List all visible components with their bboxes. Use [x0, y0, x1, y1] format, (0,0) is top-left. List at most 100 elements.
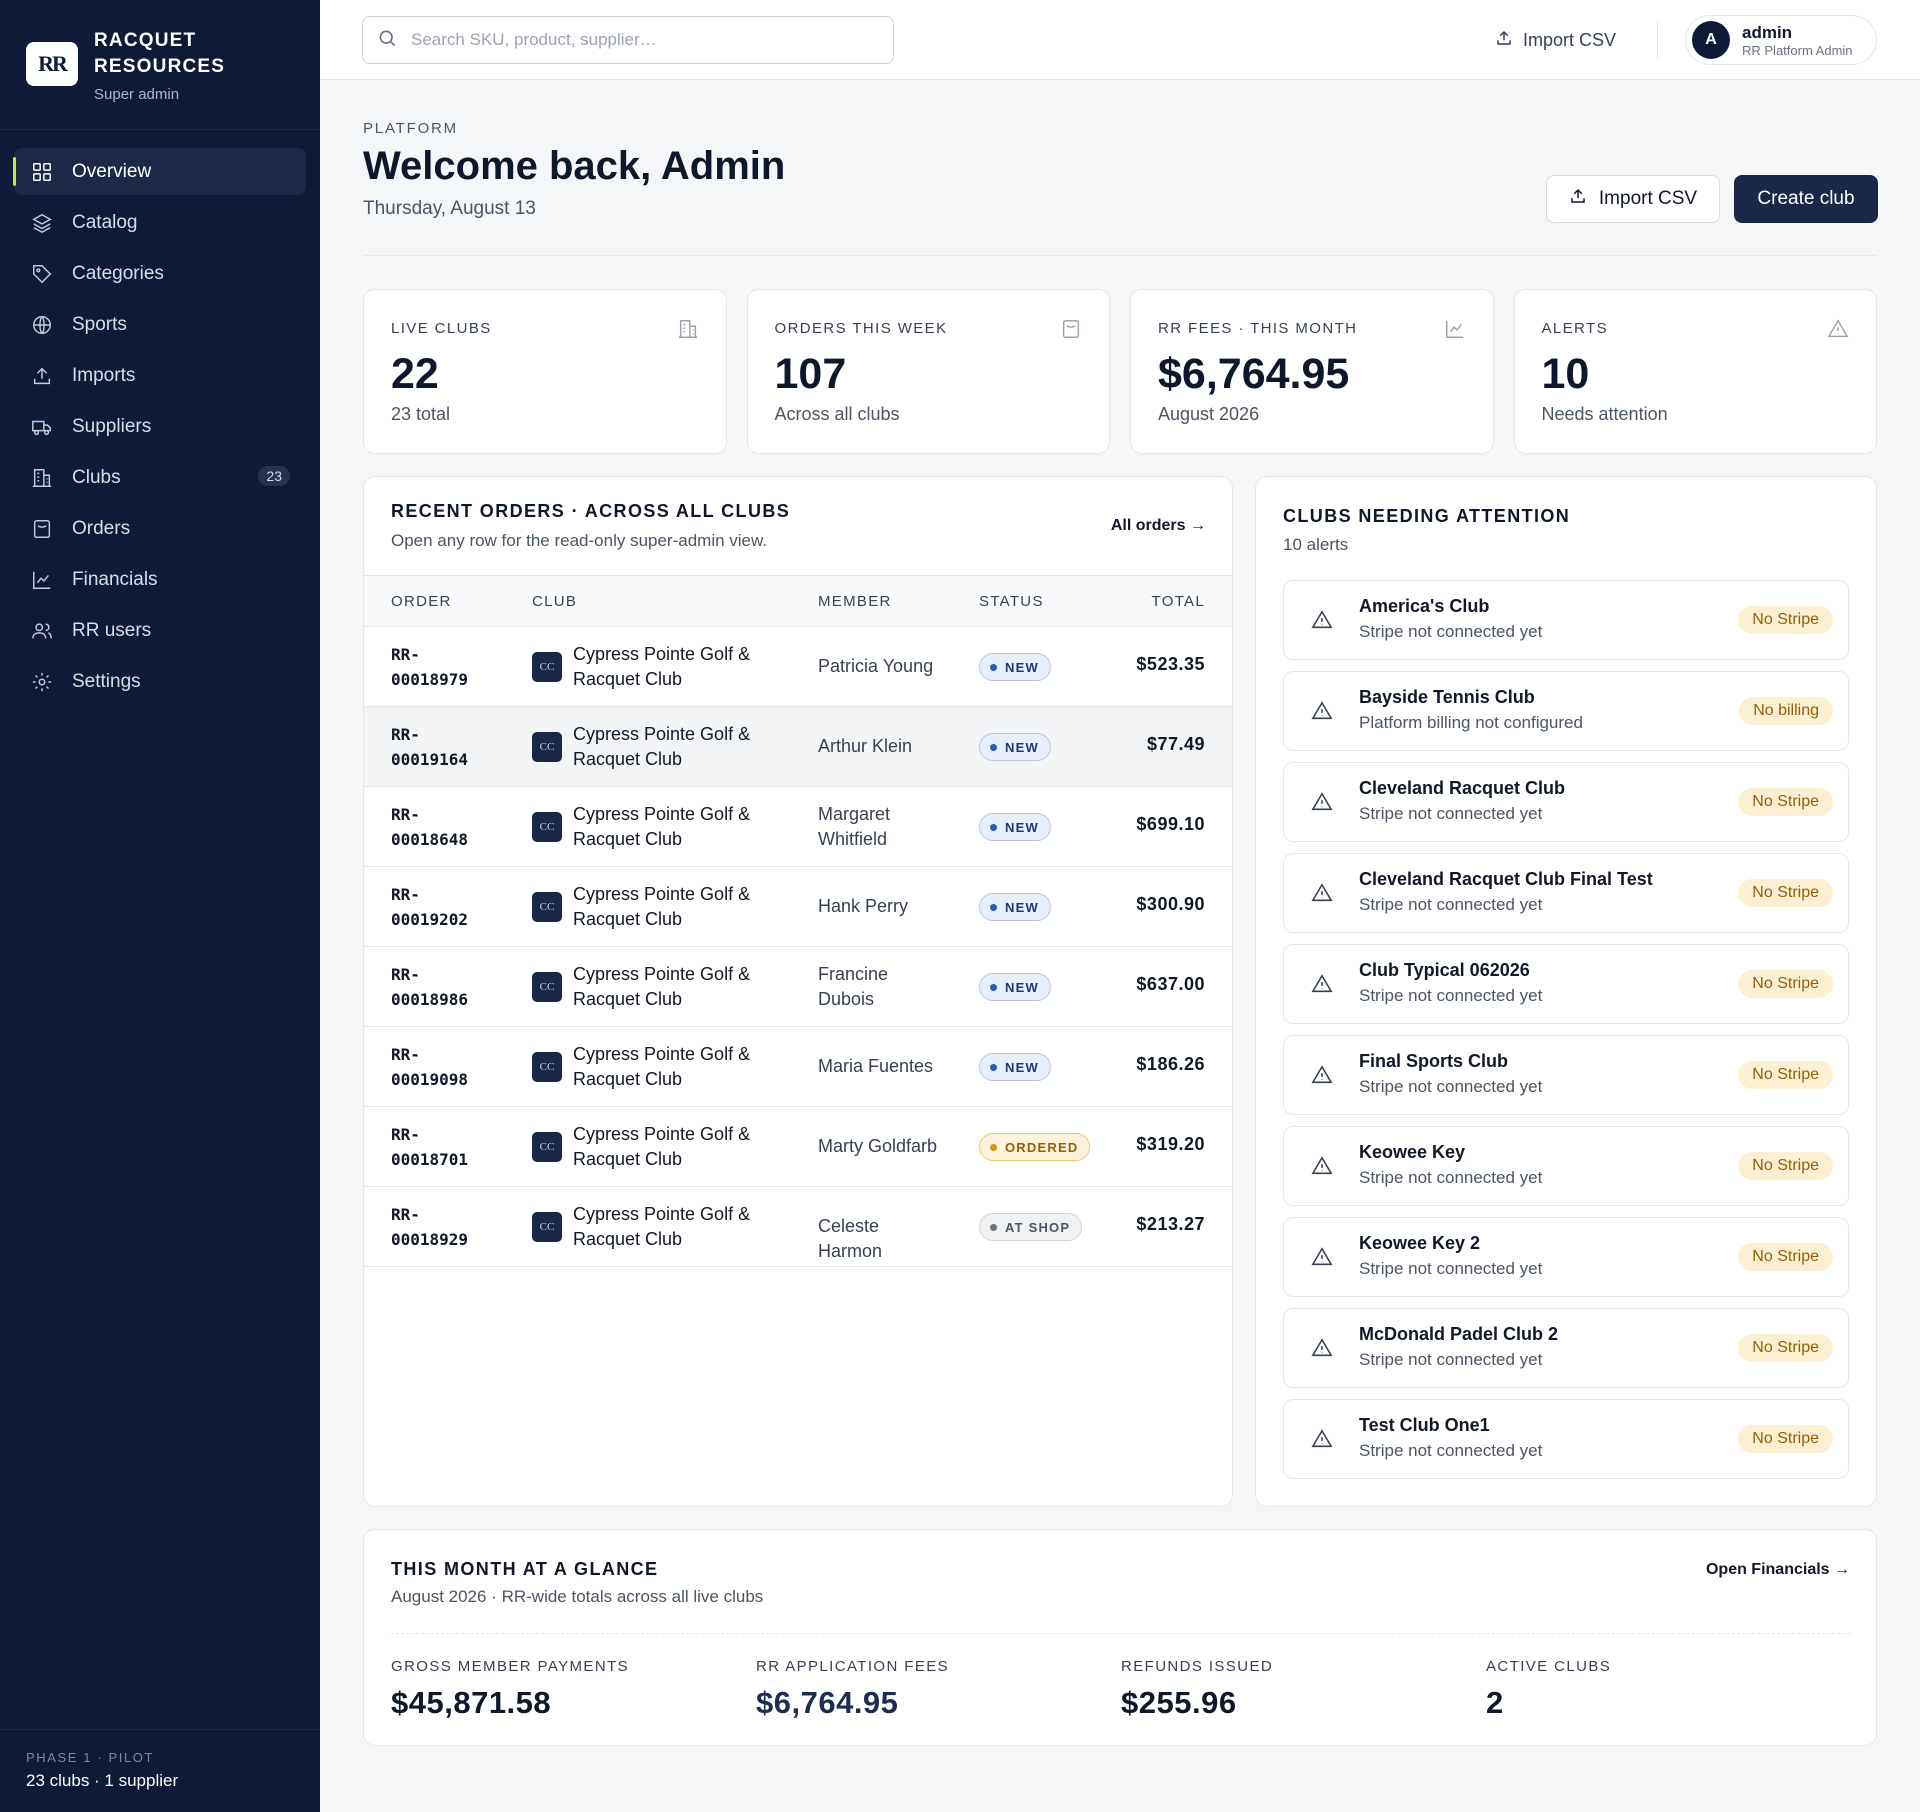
status-badge-label: NEW: [1005, 819, 1039, 835]
table-row[interactable]: RR- 00018648 CC Cypress Pointe Golf & Ra…: [364, 787, 1232, 867]
club-name-line1: Cypress Pointe Golf &: [573, 884, 751, 904]
order-total: $523.35: [1136, 654, 1205, 674]
topbar-import-csv-button[interactable]: Import CSV: [1495, 22, 1616, 58]
order-member: Celeste Harmon: [818, 1216, 883, 1261]
table-row[interactable]: RR- 00019202 CC Cypress Pointe Golf & Ra…: [364, 867, 1232, 947]
club-name-line1: Cypress Pointe Golf &: [573, 1204, 751, 1224]
sidebar-item-clubs[interactable]: Clubs 23: [14, 454, 306, 501]
order-member: Marty Goldfarb: [818, 1136, 938, 1156]
status-dot: [990, 1063, 997, 1071]
order-member: Maria Fuentes: [818, 1056, 934, 1076]
alert-item[interactable]: Cleveland Racquet Club Stripe not connec…: [1283, 762, 1849, 842]
alert-item[interactable]: Keowee Key Stripe not connected yet No S…: [1283, 1126, 1849, 1206]
header-divider: [363, 255, 1877, 256]
order-id: 00019202: [391, 910, 469, 929]
club-name-line2: Racquet Club: [573, 749, 683, 769]
alert-club-name: Keowee Key: [1359, 1142, 1466, 1162]
page-date: Thursday, August 13: [363, 198, 536, 219]
month-glance-card: THIS MONTH AT A GLANCE August 2026 · RR-…: [363, 1529, 1877, 1746]
alert-tag: No billing: [1739, 697, 1833, 725]
order-id: 00018648: [391, 830, 469, 849]
import-csv-button[interactable]: Import CSV: [1546, 175, 1720, 223]
column-header-member[interactable]: MEMBER: [818, 593, 892, 610]
order-prefix: RR-: [391, 1205, 420, 1224]
phase-summary: 23 clubs · 1 supplier: [26, 1771, 179, 1790]
sidebar-item-categories[interactable]: Categories: [14, 250, 306, 297]
sidebar-item-sports[interactable]: Sports: [14, 301, 306, 348]
alert-club-name: Club Typical 062026: [1359, 960, 1530, 980]
alert-item[interactable]: Club Typical 062026 Stripe not connected…: [1283, 944, 1849, 1024]
column-header-order[interactable]: ORDER: [391, 593, 452, 610]
alert-tag: No Stripe: [1738, 606, 1833, 634]
open-financials-link[interactable]: Open Financials →: [1705, 1561, 1850, 1578]
glance-metric-rr-application-fees: RR APPLICATION FEES $6,764.95: [756, 1658, 1121, 1721]
recent-orders-title: RECENT ORDERS · ACROSS ALL CLUBS: [391, 501, 791, 521]
alert-item[interactable]: Test Club One1 Stripe not connected yet …: [1283, 1399, 1849, 1479]
order-number: RR- 00018929: [391, 1202, 501, 1252]
sidebar-item-imports[interactable]: Imports: [14, 352, 306, 399]
sidebar-item-overview[interactable]: Overview: [13, 148, 306, 195]
warning-icon: [1827, 318, 1849, 340]
stat-card-orders-this-week: ORDERS THIS WEEK 107 Across all clubs: [746, 289, 1110, 454]
orders-table-body: RR- 00018979 CC Cypress Pointe Golf & Ra…: [364, 627, 1232, 1267]
glance-metric-label: GROSS MEMBER PAYMENTS: [391, 1658, 630, 1675]
status-badge: NEW: [979, 653, 1051, 681]
order-prefix: RR-: [391, 965, 420, 984]
sidebar-item-financials[interactable]: Financials: [14, 556, 306, 603]
warning-icon: [1311, 1337, 1333, 1359]
order-total: $637.00: [1136, 974, 1205, 994]
search-box[interactable]: [362, 16, 894, 64]
stat-label: RR FEES · THIS MONTH: [1158, 320, 1358, 337]
table-row[interactable]: RR- 00018986 CC Cypress Pointe Golf & Ra…: [364, 947, 1232, 1027]
stat-card-alerts: ALERTS 10 Needs attention: [1513, 289, 1877, 454]
alert-item[interactable]: Bayside Tennis Club Platform billing not…: [1283, 671, 1849, 751]
club-name-line2: Racquet Club: [573, 669, 683, 689]
sidebar-item-catalog[interactable]: Catalog: [14, 199, 306, 246]
table-row[interactable]: RR- 00018701 CC Cypress Pointe Golf & Ra…: [364, 1107, 1232, 1187]
alert-tag: No Stripe: [1738, 1425, 1833, 1453]
all-orders-link[interactable]: All orders →: [1110, 517, 1206, 534]
create-club-button[interactable]: Create club: [1734, 175, 1878, 223]
alert-description: Platform billing not configured: [1359, 713, 1583, 732]
avatar: A: [1692, 21, 1730, 59]
stat-value: 10: [1541, 350, 1590, 398]
user-name: admin: [1742, 22, 1793, 42]
table-row[interactable]: RR- 00019098 CC Cypress Pointe Golf & Ra…: [364, 1027, 1232, 1107]
alert-description: Stripe not connected yet: [1359, 1441, 1543, 1460]
search-input[interactable]: [411, 30, 871, 50]
clubs-attention-card: CLUBS NEEDING ATTENTION 10 alerts Americ…: [1255, 476, 1877, 1507]
clubs-attention-title: CLUBS NEEDING ATTENTION: [1283, 506, 1571, 526]
alert-description: Stripe not connected yet: [1359, 1350, 1543, 1369]
sidebar-item-rr-users[interactable]: RR users: [14, 607, 306, 654]
chart-icon: [30, 568, 54, 592]
alert-item[interactable]: Final Sports Club Stripe not connected y…: [1283, 1035, 1849, 1115]
status-dot: [990, 983, 997, 991]
sidebar-item-suppliers[interactable]: Suppliers: [14, 403, 306, 450]
alert-item[interactable]: Keowee Key 2 Stripe not connected yet No…: [1283, 1217, 1849, 1297]
alert-item[interactable]: McDonald Padel Club 2 Stripe not connect…: [1283, 1308, 1849, 1388]
sidebar-item-settings[interactable]: Settings: [14, 658, 306, 705]
order-club: CC Cypress Pointe Golf & Racquet Club: [532, 642, 773, 692]
order-number: RR- 00019202: [391, 882, 501, 932]
table-row[interactable]: RR- 00018929 CC Cypress Pointe Golf & Ra…: [364, 1187, 1232, 1267]
status-dot: [990, 1143, 997, 1151]
warning-icon: [1311, 1428, 1333, 1450]
club-avatar: CC: [532, 652, 562, 682]
club-avatar: CC: [532, 1212, 562, 1242]
column-header-total[interactable]: TOTAL: [1151, 593, 1205, 610]
order-status: ORDERED: [979, 1133, 1091, 1161]
order-club: CC Cypress Pointe Golf & Racquet Club: [532, 1202, 773, 1252]
table-row[interactable]: RR- 00018979 CC Cypress Pointe Golf & Ra…: [364, 627, 1232, 707]
column-header-club[interactable]: CLUB: [532, 593, 578, 610]
brand[interactable]: RR RACQUET RESOURCES Super admin: [26, 28, 225, 103]
alert-item[interactable]: America's Club Stripe not connected yet …: [1283, 580, 1849, 660]
status-badge-label: NEW: [1005, 979, 1039, 995]
stat-subtext: 23 total: [391, 404, 451, 424]
sidebar-item-orders[interactable]: Orders: [14, 505, 306, 552]
column-header-status[interactable]: STATUS: [979, 593, 1044, 610]
table-row[interactable]: RR- 00019164 CC Cypress Pointe Golf & Ra…: [364, 707, 1232, 787]
order-total: $186.26: [1136, 1054, 1205, 1074]
user-menu[interactable]: A admin RR Platform Admin: [1685, 15, 1877, 65]
club-name-line2: Racquet Club: [573, 829, 683, 849]
alert-item[interactable]: Cleveland Racquet Club Final Test Stripe…: [1283, 853, 1849, 933]
